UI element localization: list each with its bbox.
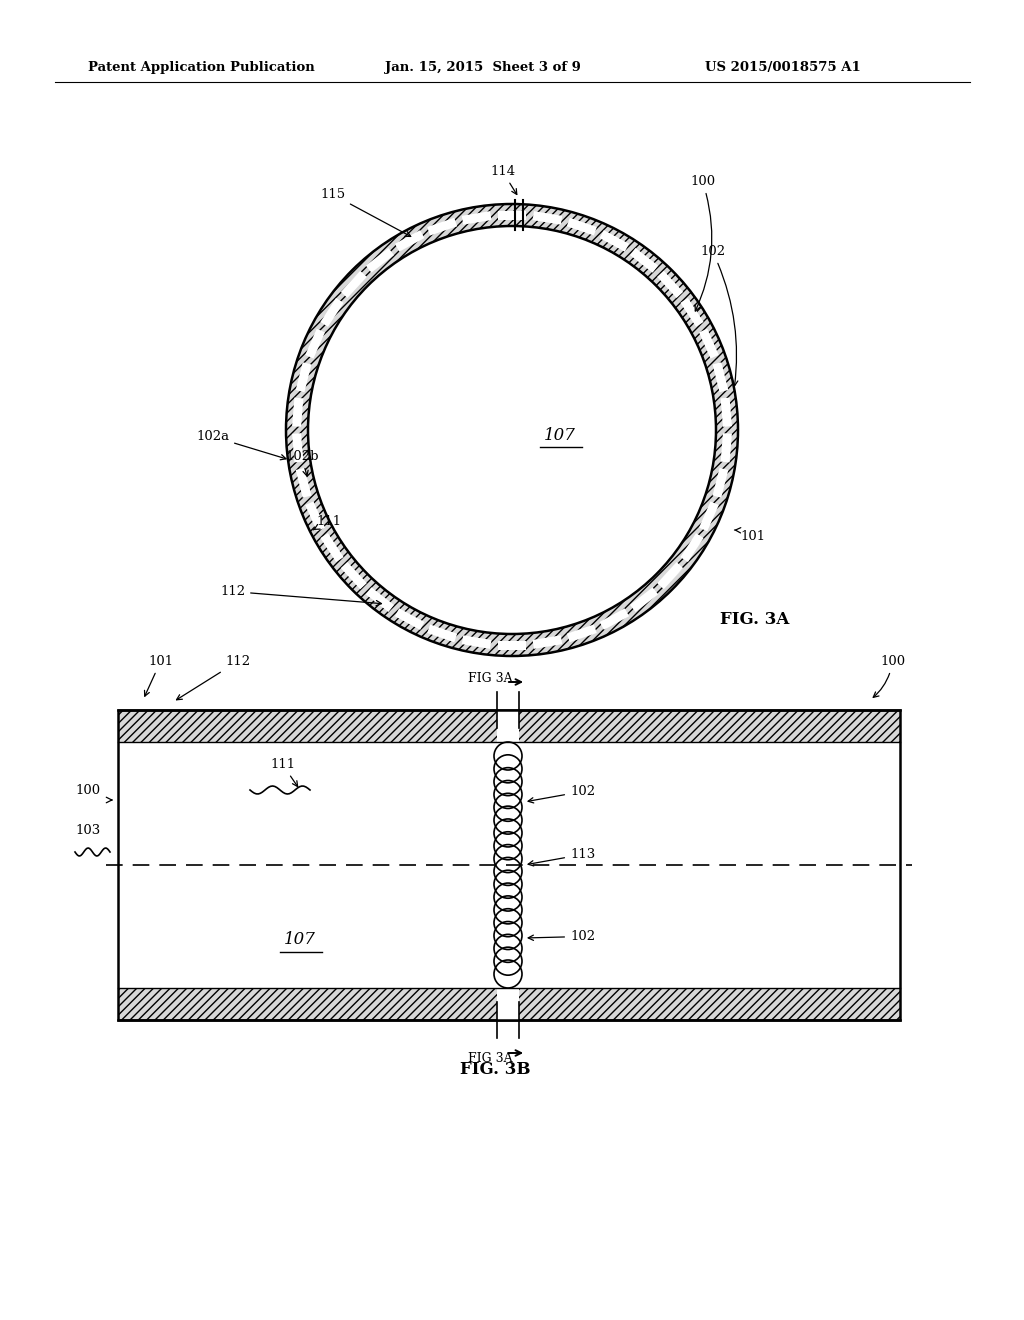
FancyBboxPatch shape bbox=[341, 271, 367, 298]
FancyBboxPatch shape bbox=[532, 635, 562, 649]
FancyBboxPatch shape bbox=[657, 562, 683, 589]
FancyBboxPatch shape bbox=[321, 533, 344, 562]
Text: FIG. 3A: FIG. 3A bbox=[720, 611, 790, 628]
FancyBboxPatch shape bbox=[498, 640, 526, 649]
FancyBboxPatch shape bbox=[532, 211, 562, 224]
Text: 115: 115 bbox=[319, 187, 411, 236]
FancyBboxPatch shape bbox=[600, 230, 629, 252]
Text: US 2015/0018575 A1: US 2015/0018575 A1 bbox=[705, 62, 861, 74]
Text: 102b: 102b bbox=[285, 450, 318, 477]
Text: 112: 112 bbox=[176, 655, 250, 700]
FancyBboxPatch shape bbox=[600, 609, 629, 630]
Text: 107: 107 bbox=[544, 426, 575, 444]
FancyBboxPatch shape bbox=[680, 298, 703, 327]
FancyBboxPatch shape bbox=[296, 467, 311, 498]
FancyBboxPatch shape bbox=[630, 248, 658, 273]
Text: 101: 101 bbox=[144, 655, 173, 696]
FancyBboxPatch shape bbox=[721, 433, 732, 462]
FancyBboxPatch shape bbox=[305, 502, 325, 531]
FancyBboxPatch shape bbox=[427, 624, 457, 643]
Text: Patent Application Publication: Patent Application Publication bbox=[88, 62, 314, 74]
FancyBboxPatch shape bbox=[341, 562, 367, 589]
FancyBboxPatch shape bbox=[699, 329, 719, 359]
Text: FIG. 3B: FIG. 3B bbox=[460, 1061, 530, 1078]
FancyBboxPatch shape bbox=[567, 624, 597, 643]
FancyBboxPatch shape bbox=[680, 533, 703, 562]
Bar bbox=[497, 710, 519, 744]
Text: 100: 100 bbox=[75, 784, 100, 796]
Text: FIG 3A: FIG 3A bbox=[468, 672, 513, 685]
FancyBboxPatch shape bbox=[427, 218, 457, 235]
Text: 102: 102 bbox=[700, 246, 738, 385]
FancyBboxPatch shape bbox=[292, 397, 303, 426]
Text: 100: 100 bbox=[873, 655, 905, 697]
Text: FIG 3A: FIG 3A bbox=[468, 1052, 513, 1064]
FancyBboxPatch shape bbox=[305, 329, 325, 359]
Text: 112: 112 bbox=[220, 585, 382, 606]
Text: Jan. 15, 2015  Sheet 3 of 9: Jan. 15, 2015 Sheet 3 of 9 bbox=[385, 62, 581, 74]
FancyBboxPatch shape bbox=[395, 230, 424, 252]
Text: 103: 103 bbox=[75, 824, 100, 837]
FancyBboxPatch shape bbox=[462, 211, 492, 224]
FancyBboxPatch shape bbox=[498, 210, 526, 219]
FancyBboxPatch shape bbox=[462, 635, 492, 649]
Text: 111: 111 bbox=[270, 758, 298, 787]
Text: 102: 102 bbox=[528, 785, 595, 803]
FancyBboxPatch shape bbox=[657, 271, 683, 298]
FancyBboxPatch shape bbox=[699, 502, 719, 531]
FancyBboxPatch shape bbox=[713, 362, 728, 392]
Bar bbox=[118, 987, 900, 1020]
Text: 107: 107 bbox=[284, 932, 316, 949]
Text: 114: 114 bbox=[490, 165, 517, 194]
FancyBboxPatch shape bbox=[321, 298, 344, 327]
Bar bbox=[118, 710, 900, 1020]
FancyBboxPatch shape bbox=[713, 467, 728, 498]
Bar bbox=[118, 710, 900, 742]
Text: 113: 113 bbox=[528, 847, 595, 866]
FancyBboxPatch shape bbox=[292, 433, 303, 462]
Text: 102: 102 bbox=[528, 931, 595, 942]
FancyBboxPatch shape bbox=[567, 218, 597, 235]
FancyBboxPatch shape bbox=[366, 248, 394, 273]
Text: 102a: 102a bbox=[196, 430, 286, 459]
FancyBboxPatch shape bbox=[366, 587, 394, 612]
FancyBboxPatch shape bbox=[395, 609, 424, 630]
FancyBboxPatch shape bbox=[296, 362, 311, 392]
FancyBboxPatch shape bbox=[721, 397, 732, 426]
Text: 101: 101 bbox=[734, 528, 765, 543]
Text: 111: 111 bbox=[313, 515, 341, 529]
Bar bbox=[497, 986, 519, 1020]
Text: 100: 100 bbox=[690, 176, 715, 312]
FancyBboxPatch shape bbox=[630, 587, 658, 612]
